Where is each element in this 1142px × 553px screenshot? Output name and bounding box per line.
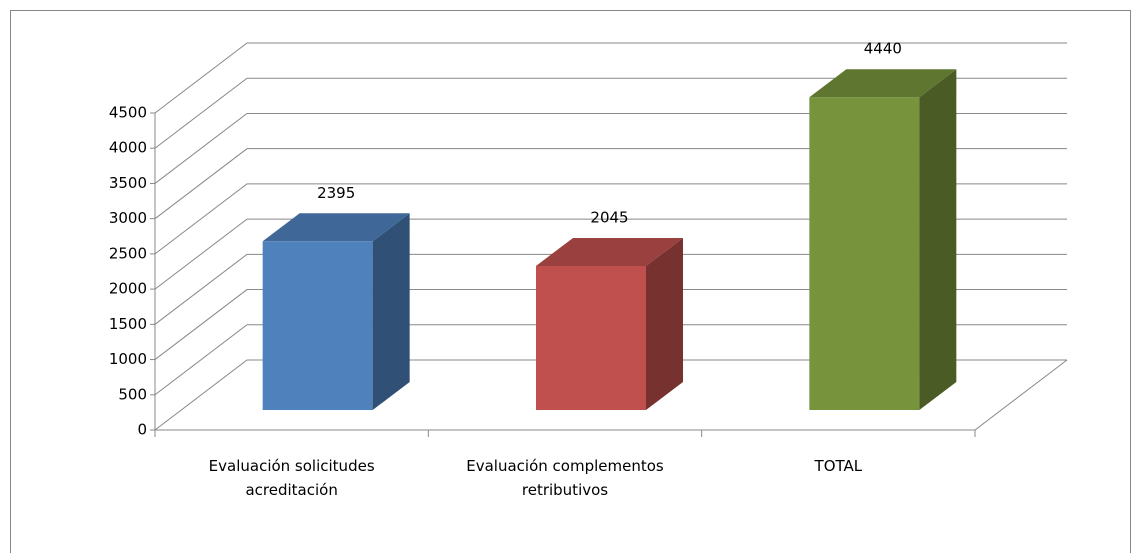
grid-line (154, 218, 1067, 290)
x-tick-label: Evaluación solicitudes acreditación (208, 457, 375, 499)
y-tick-label: 3000 (109, 209, 147, 227)
bar-top (536, 237, 683, 266)
grid-line (154, 253, 1067, 325)
y-tick-label: 4500 (109, 104, 147, 122)
grid-line (154, 77, 1067, 149)
grid-line (154, 359, 1067, 431)
grid-line (154, 289, 1067, 360)
y-tick-label: 3500 (109, 174, 147, 192)
grid-line (154, 324, 1067, 396)
bar-side (646, 237, 683, 410)
y-tick-label: 0 (137, 421, 147, 439)
y-tick-label: 4000 (109, 139, 147, 157)
bar-side (372, 213, 410, 410)
y-tick-label: 1500 (109, 315, 147, 333)
x-tick-label: Evaluación complementos retributivos (466, 457, 664, 499)
y-tick-label: 1000 (109, 350, 147, 368)
bar (809, 97, 920, 410)
bar-top (809, 69, 957, 98)
grid-line (154, 112, 1067, 184)
grid-line (154, 148, 1067, 220)
bar-side (919, 69, 957, 410)
bar (536, 265, 646, 410)
bar-top (262, 213, 410, 242)
value-label: 4440 (864, 40, 902, 58)
y-tick-label: 500 (118, 385, 147, 403)
grid-line (154, 42, 1067, 114)
value-label: 2395 (317, 184, 355, 202)
value-label: 2045 (590, 208, 628, 226)
y-tick-label: 2500 (109, 244, 147, 262)
y-tick-label: 2000 (109, 280, 147, 298)
bar (262, 241, 373, 410)
x-tick-label: TOTAL (814, 457, 863, 475)
grid-line (154, 183, 1067, 255)
